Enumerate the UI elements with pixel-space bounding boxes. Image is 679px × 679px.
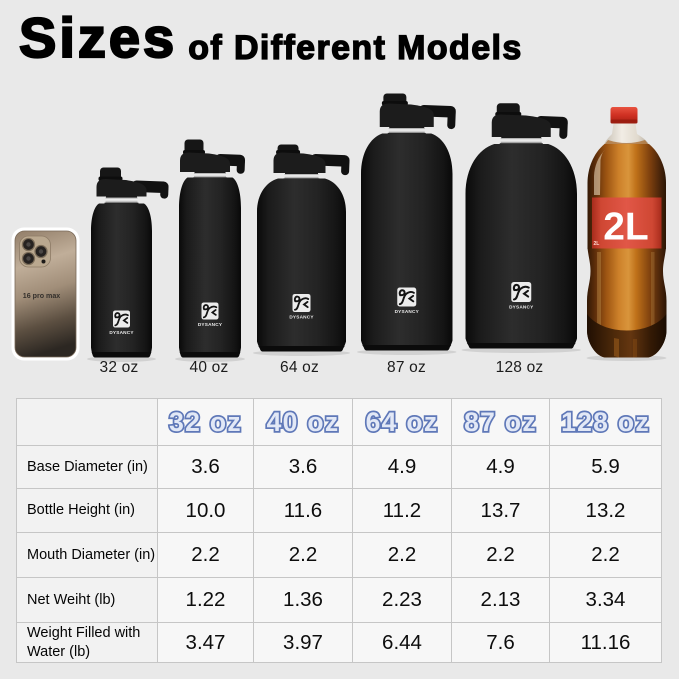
svg-text:DYSANCY: DYSANCY [198, 322, 223, 327]
svg-text:16 pro max: 16 pro max [23, 292, 61, 300]
svg-text:2L: 2L [594, 241, 600, 247]
svg-text:2L: 2L [603, 206, 649, 249]
svg-text:DYSANCY: DYSANCY [289, 315, 314, 320]
svg-text:DYSANCY: DYSANCY [509, 305, 534, 310]
svg-text:DYSANCY: DYSANCY [109, 330, 134, 335]
svg-text:DYSANCY: DYSANCY [395, 309, 420, 314]
